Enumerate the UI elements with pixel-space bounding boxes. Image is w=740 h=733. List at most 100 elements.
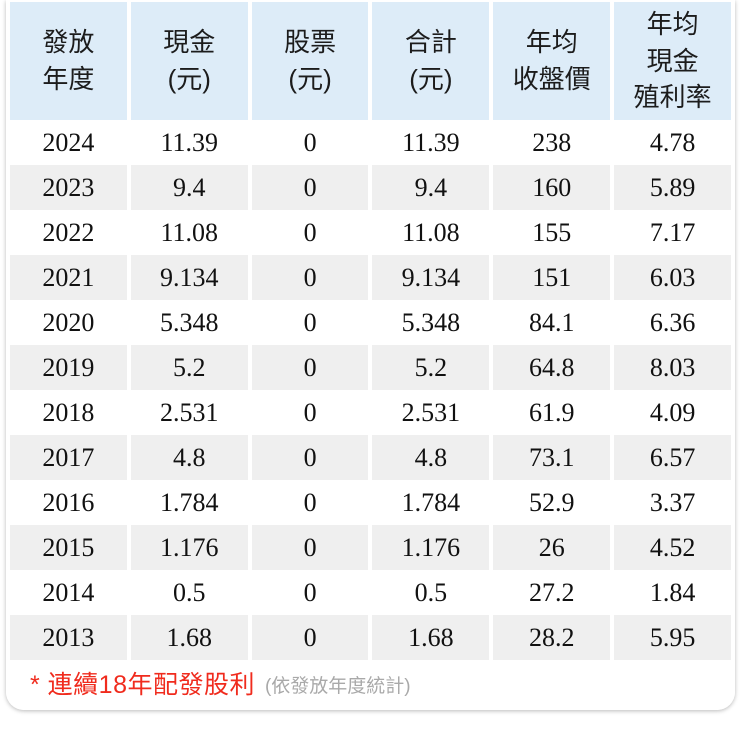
table-body: 2024 11.39 0 11.39 238 4.78 2023 9.4 0 9.4 160 5.89…	[10, 120, 731, 660]
table-row: 2013 1.68 0 1.68 28.2 5.95	[10, 615, 731, 660]
total-cell: 1.784	[372, 480, 490, 525]
stock-cell: 0	[251, 570, 369, 615]
cash-cell: 11.08	[130, 210, 248, 255]
table-row: 2021 9.134 0 9.134 151 6.03	[10, 255, 731, 300]
avg_close-cell: 84.1	[493, 300, 611, 345]
header-cell-cash_yield: 年均 現金 殖利率	[614, 2, 731, 120]
cash-cell: 2.531	[130, 390, 248, 435]
cash_yield-cell: 3.37	[614, 480, 731, 525]
header-cell-total: 合計 (元)	[372, 2, 490, 120]
header-label-avg_close: 年均 收盤價	[512, 27, 591, 94]
year-cell: 2014	[10, 570, 127, 615]
cash-cell: 11.39	[130, 120, 248, 165]
stock-cell: 0	[251, 435, 369, 480]
year-cell: 2015	[10, 525, 127, 570]
stock-cell: 0	[251, 165, 369, 210]
avg_close-cell: 61.9	[493, 390, 611, 435]
stock-cell: 0	[251, 390, 369, 435]
avg_close-cell: 73.1	[493, 435, 611, 480]
year-cell: 2016	[10, 480, 127, 525]
cash_yield-cell: 5.95	[614, 615, 731, 660]
total-cell: 5.2	[372, 345, 490, 390]
cash-cell: 1.68	[130, 615, 248, 660]
avg_close-cell: 155	[493, 210, 611, 255]
year-cell: 2022	[10, 210, 127, 255]
table-row: 2018 2.531 0 2.531 61.9 4.09	[10, 390, 731, 435]
cash-cell: 4.8	[130, 435, 248, 480]
total-cell: 9.4	[372, 165, 490, 210]
year-cell: 2024	[10, 120, 127, 165]
footnote: * 連續18年配發股利 (依發放年度統計)	[6, 660, 735, 710]
avg_close-cell: 27.2	[493, 570, 611, 615]
cash_yield-cell: 8.03	[614, 345, 731, 390]
header-label-stock: 股票 (元)	[284, 27, 337, 94]
avg_close-cell: 28.2	[493, 615, 611, 660]
total-cell: 1.68	[372, 615, 490, 660]
table-row: 2020 5.348 0 5.348 84.1 6.36	[10, 300, 731, 345]
cash-cell: 1.784	[130, 480, 248, 525]
year-cell: 2017	[10, 435, 127, 480]
cash-cell: 9.134	[130, 255, 248, 300]
cash-cell: 0.5	[130, 570, 248, 615]
header-cell-year: 發放 年度	[10, 2, 127, 120]
avg_close-cell: 238	[493, 120, 611, 165]
dividend-history-table: 發放 年度 現金 (元) 股票 (元) 合計 (元) 年均 收盤價 年均 現金 殖利率 2…	[6, 2, 735, 660]
cash-cell: 1.176	[130, 525, 248, 570]
total-cell: 1.176	[372, 525, 490, 570]
cash-cell: 5.348	[130, 300, 248, 345]
year-cell: 2019	[10, 345, 127, 390]
header-label-total: 合計 (元)	[404, 27, 457, 94]
total-cell: 11.39	[372, 120, 490, 165]
table-row: 2015 1.176 0 1.176 26 4.52	[10, 525, 731, 570]
table-row: 2019 5.2 0 5.2 64.8 8.03	[10, 345, 731, 390]
year-cell: 2020	[10, 300, 127, 345]
cash_yield-cell: 7.17	[614, 210, 731, 255]
header-label-year: 發放 年度	[42, 27, 95, 94]
total-cell: 0.5	[372, 570, 490, 615]
table-row: 2023 9.4 0 9.4 160 5.89	[10, 165, 731, 210]
year-cell: 2013	[10, 615, 127, 660]
stock-cell: 0	[251, 480, 369, 525]
stock-cell: 0	[251, 210, 369, 255]
table-header: 發放 年度 現金 (元) 股票 (元) 合計 (元) 年均 收盤價 年均 現金 殖利率	[10, 2, 731, 120]
stock-cell: 0	[251, 345, 369, 390]
header-row: 發放 年度 現金 (元) 股票 (元) 合計 (元) 年均 收盤價 年均 現金 殖利率	[10, 2, 731, 120]
total-cell: 11.08	[372, 210, 490, 255]
cash-cell: 5.2	[130, 345, 248, 390]
avg_close-cell: 26	[493, 525, 611, 570]
cash_yield-cell: 6.57	[614, 435, 731, 480]
cash-cell: 9.4	[130, 165, 248, 210]
table-row: 2017 4.8 0 4.8 73.1 6.57	[10, 435, 731, 480]
year-cell: 2018	[10, 390, 127, 435]
cash_yield-cell: 1.84	[614, 570, 731, 615]
year-cell: 2021	[10, 255, 127, 300]
table-row: 2014 0.5 0 0.5 27.2 1.84	[10, 570, 731, 615]
header-label-cash: 現金 (元)	[163, 27, 216, 94]
stock-cell: 0	[251, 525, 369, 570]
year-cell: 2023	[10, 165, 127, 210]
stock-cell: 0	[251, 300, 369, 345]
table-row: 2022 11.08 0 11.08 155 7.17	[10, 210, 731, 255]
cash_yield-cell: 6.03	[614, 255, 731, 300]
stock-cell: 0	[251, 255, 369, 300]
cash_yield-cell: 4.09	[614, 390, 731, 435]
avg_close-cell: 64.8	[493, 345, 611, 390]
cash_yield-cell: 4.78	[614, 120, 731, 165]
header-label-cash_yield: 年均 現金 殖利率	[633, 8, 712, 113]
table-row: 2024 11.39 0 11.39 238 4.78	[10, 120, 731, 165]
avg_close-cell: 52.9	[493, 480, 611, 525]
footnote-note-text: (依發放年度統計)	[264, 676, 411, 697]
stock-cell: 0	[251, 120, 369, 165]
dividend-table-card: 發放 年度 現金 (元) 股票 (元) 合計 (元) 年均 收盤價 年均 現金 殖利率 2…	[6, 0, 735, 710]
cash_yield-cell: 5.89	[614, 165, 731, 210]
avg_close-cell: 160	[493, 165, 611, 210]
total-cell: 2.531	[372, 390, 490, 435]
header-cell-cash: 現金 (元)	[130, 2, 248, 120]
table-row: 2016 1.784 0 1.784 52.9 3.37	[10, 480, 731, 525]
total-cell: 4.8	[372, 435, 490, 480]
total-cell: 5.348	[372, 300, 490, 345]
cash_yield-cell: 6.36	[614, 300, 731, 345]
stock-cell: 0	[251, 615, 369, 660]
header-cell-avg_close: 年均 收盤價	[493, 2, 611, 120]
total-cell: 9.134	[372, 255, 490, 300]
